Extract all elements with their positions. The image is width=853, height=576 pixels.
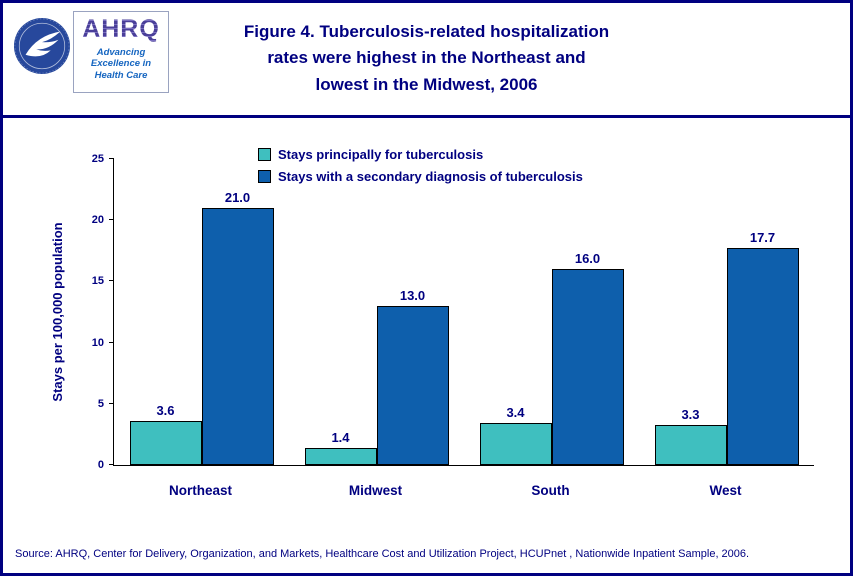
- logo-group: AHRQ Advancing Excellence in Health Care: [13, 11, 169, 93]
- ahrq-tagline: Advancing Excellence in Health Care: [90, 47, 152, 81]
- legend-label: Stays with a secondary diagnosis of tube…: [278, 169, 583, 184]
- category-row: Northeast Midwest South West: [113, 483, 813, 498]
- bar-slot: 3.6: [129, 159, 202, 465]
- legend: Stays principally for tuberculosis Stays …: [258, 147, 583, 191]
- y-tick-mark: [109, 464, 114, 465]
- bar-slot: 3.3: [654, 159, 727, 465]
- header-divider: [3, 115, 850, 118]
- x-category-label: South: [531, 483, 570, 498]
- legend-swatch-icon: [258, 148, 271, 161]
- bar-northeast-series1: [129, 420, 202, 465]
- bar-group-south: 3.4 16.0: [464, 159, 639, 465]
- bar-value-label: 3.6: [156, 402, 175, 418]
- bar-groups: 3.6 21.0 1.4 13.0 3.4 16.0 3.3 17.7: [114, 159, 814, 465]
- bar-slot: 16.0: [551, 159, 624, 465]
- bar-group-northeast: 3.6 21.0: [114, 159, 289, 465]
- ahrq-logo-text: AHRQ: [82, 15, 160, 43]
- y-tick-label: 25: [91, 153, 104, 165]
- bar-slot: 17.7: [726, 159, 799, 465]
- header: AHRQ Advancing Excellence in Health Care…: [3, 3, 850, 115]
- y-tick-label: 10: [91, 336, 104, 349]
- figure-title: Figure 4. Tuberculosis-related hospitali…: [243, 22, 610, 94]
- y-tick-label: 20: [91, 214, 104, 227]
- source-note: Source: AHRQ, Center for Delivery, Organ…: [15, 548, 750, 560]
- bar-slot: 1.4: [304, 159, 377, 465]
- x-category-label: Northeast: [168, 483, 232, 498]
- plot-area: 3.6 21.0 1.4 13.0 3.4 16.0 3.3 17.7 0 5 10 15 20 25: [92, 153, 814, 471]
- bar-slot: 21.0: [201, 159, 274, 465]
- bar-group-west: 3.3 17.7: [639, 159, 814, 465]
- bar-south-series1: [479, 423, 552, 465]
- y-axis-title: Stays per 100,000 population: [50, 222, 65, 402]
- x-category-label: West: [709, 483, 742, 498]
- y-tick-mark: [109, 280, 114, 282]
- bar-midwest-series1: [304, 447, 377, 465]
- legend-label: Stays principally for tuberculosis: [278, 147, 484, 162]
- y-tick-mark: [109, 158, 114, 159]
- y-tick-mark: [109, 402, 114, 404]
- bar-value-label: 3.4: [506, 405, 525, 421]
- bar-midwest-series2: [376, 305, 449, 465]
- bar-value-label: 17.7: [749, 230, 776, 246]
- legend-item: Stays with a secondary diagnosis of tube…: [258, 169, 583, 184]
- bar-value-label: 16.0: [574, 251, 601, 267]
- bar-value-label: 21.0: [224, 189, 251, 205]
- y-tick-mark: [109, 341, 114, 343]
- y-tick-label: 0: [97, 459, 104, 471]
- bar-group-midwest: 1.4 13.0: [289, 159, 464, 465]
- legend-item: Stays principally for tuberculosis: [258, 147, 583, 162]
- bar-chart: Stays per 100,000 population 3.6 21.0 1.4 1…: [3, 133, 850, 528]
- bar-west-series2: [726, 248, 799, 465]
- hhs-seal-icon: [13, 17, 71, 75]
- bar-value-label: 13.0: [399, 287, 426, 303]
- x-category-label: Midwest: [348, 483, 403, 498]
- y-tick-mark: [109, 219, 114, 221]
- bar-west-series1: [654, 424, 727, 465]
- y-tick-label: 5: [97, 397, 104, 410]
- bar-northeast-series2: [201, 207, 274, 465]
- ahrq-logo: AHRQ Advancing Excellence in Health Care: [73, 11, 169, 93]
- bar-south-series2: [551, 269, 624, 465]
- legend-swatch-icon: [258, 170, 271, 183]
- bar-slot: 13.0: [376, 159, 449, 465]
- bar-value-label: 1.4: [331, 429, 350, 445]
- y-tick-label: 15: [91, 275, 104, 288]
- bar-value-label: 3.3: [681, 406, 700, 422]
- bar-slot: 3.4: [479, 159, 552, 465]
